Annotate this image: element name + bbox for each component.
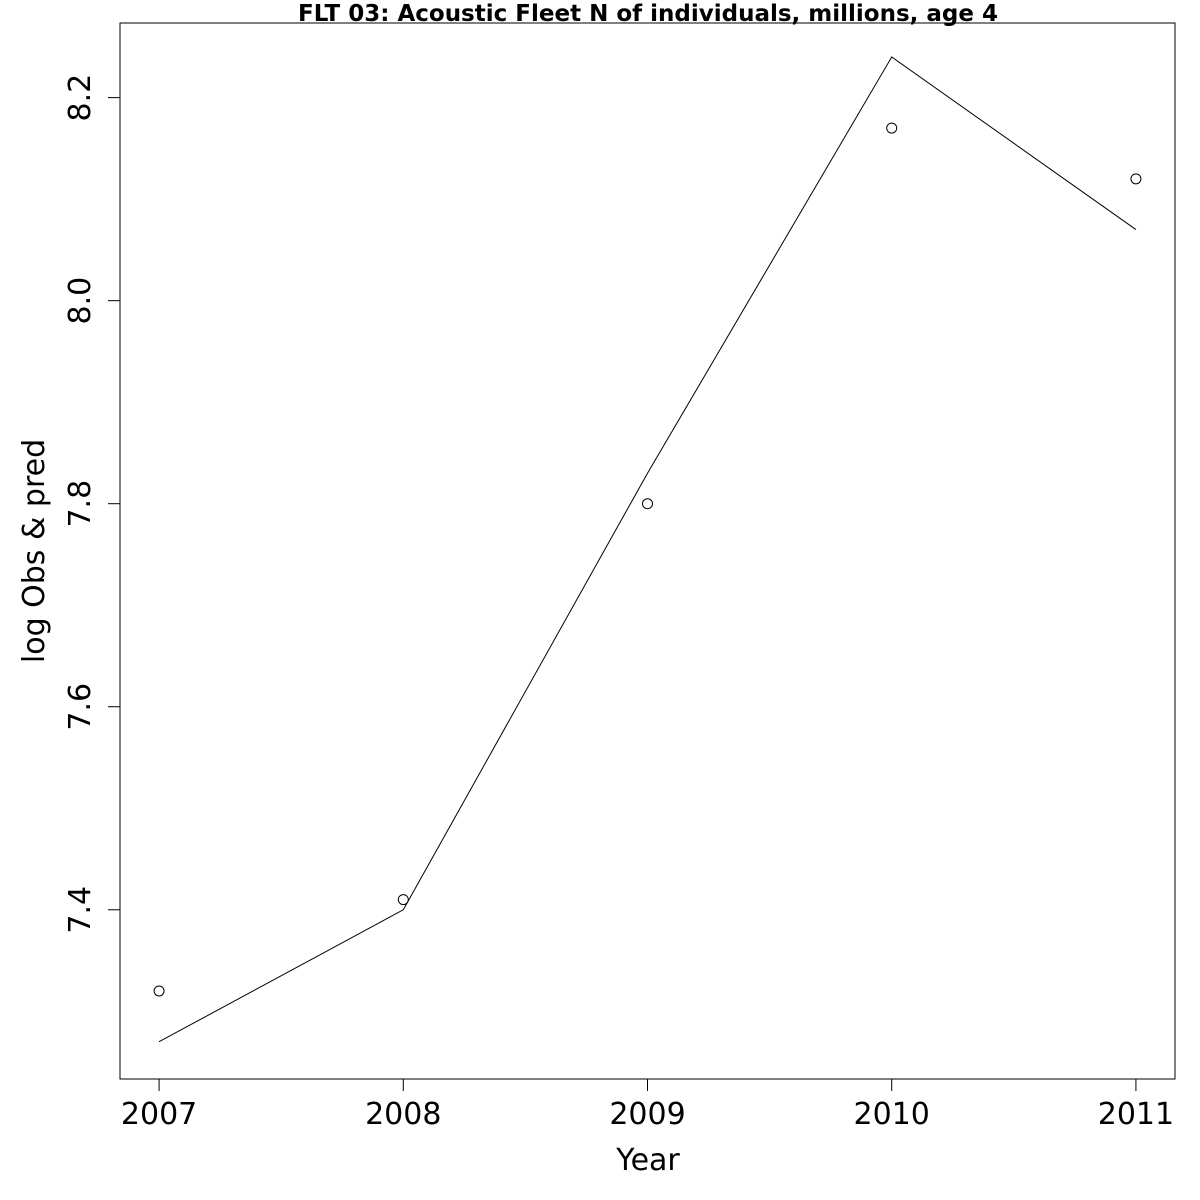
y-tick-label: 8.0 [63, 277, 98, 325]
observed-point [642, 498, 653, 510]
x-axis: 2007 2008 2009 2010 2011 [121, 1078, 1174, 1132]
x-tick-label: 2007 [121, 1097, 197, 1132]
observed-point [1130, 173, 1142, 185]
y-tick-label: 8.2 [63, 74, 98, 122]
plot-frame [119, 22, 1176, 1080]
y-tick-label: 7.4 [63, 886, 98, 934]
x-tick-label: 2008 [365, 1097, 441, 1132]
predicted-line [158, 56, 1137, 1043]
x-tick-label: 2011 [1098, 1097, 1174, 1132]
x-axis-label: Year [615, 1143, 680, 1178]
observed-point [153, 985, 165, 997]
x-tick-label: 2009 [609, 1097, 685, 1132]
y-axis-label: log Obs & pred [17, 439, 52, 663]
observed-point [397, 894, 409, 906]
x-tick-label: 2010 [854, 1097, 930, 1132]
y-axis: 7.4 7.6 7.8 8.0 8.2 [63, 74, 121, 934]
y-tick-label: 7.8 [63, 480, 98, 528]
series-layer [153, 56, 1142, 1043]
y-tick-label: 7.6 [63, 683, 98, 731]
observed-point [886, 122, 898, 134]
